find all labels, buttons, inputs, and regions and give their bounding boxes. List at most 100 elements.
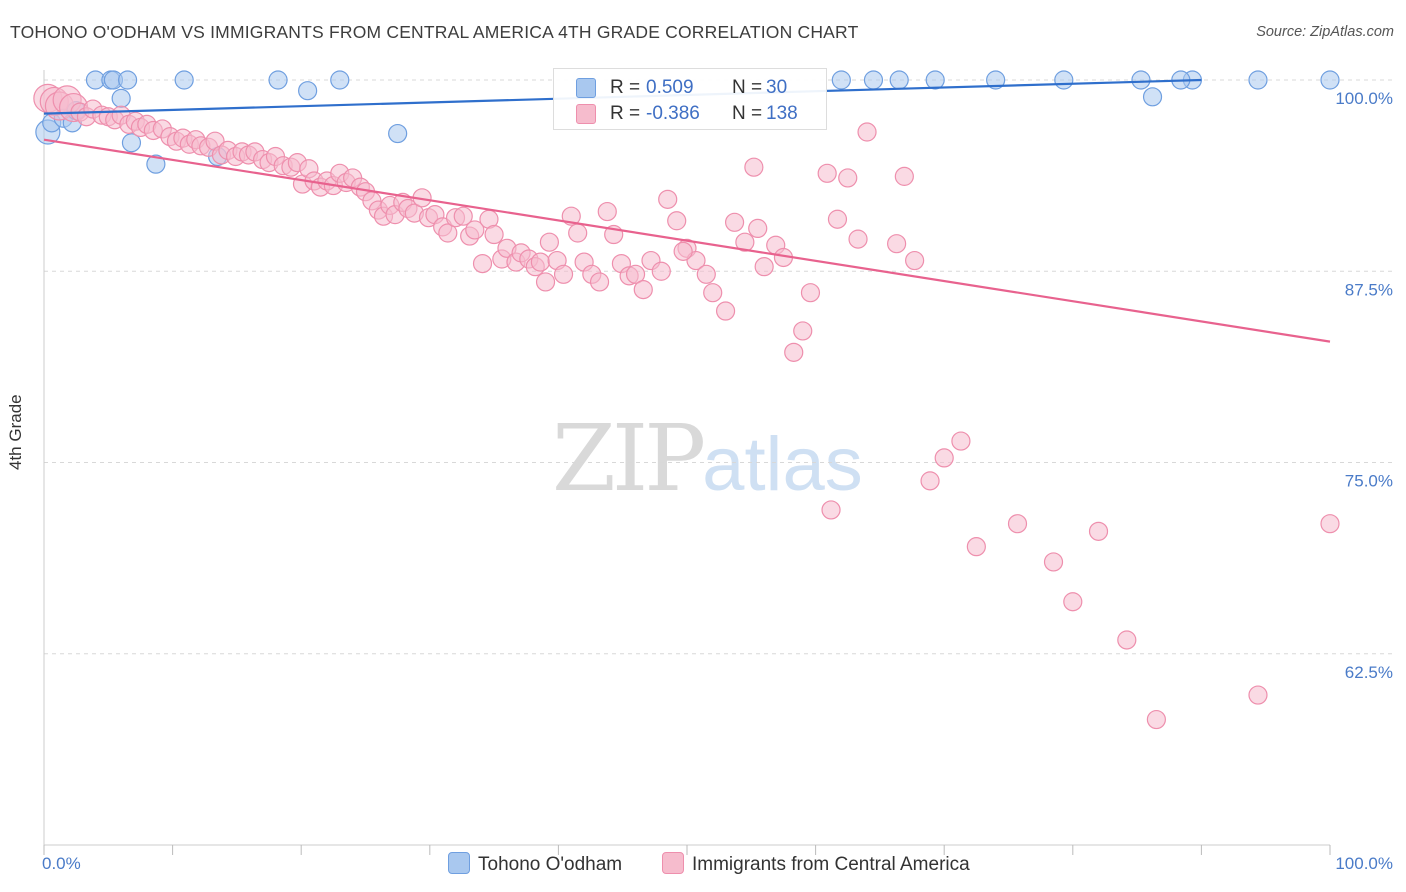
x-tick-label: 0.0%: [42, 854, 81, 873]
central-america-point: [1043, 552, 1064, 572]
y-tick-label: 62.5%: [1345, 663, 1393, 682]
central-america-point: [553, 264, 574, 284]
central-america-point: [744, 157, 764, 177]
central-america-point: [920, 471, 940, 491]
tohono-point: [146, 154, 166, 174]
y-tick-label: 87.5%: [1345, 280, 1393, 299]
legend-n-value: 138: [766, 103, 798, 124]
central-america-point: [453, 206, 473, 226]
central-america-point: [724, 212, 745, 232]
legend-swatch-central-america: [576, 104, 596, 124]
central-america-point: [951, 431, 971, 451]
central-america-point: [658, 189, 678, 209]
central-america-point: [539, 232, 559, 252]
watermark-atlas: atlas: [702, 422, 863, 507]
legend-r-value: -0.386: [646, 103, 700, 124]
central-america-point: [817, 163, 837, 183]
central-america-point: [651, 261, 671, 281]
bottom-legend-label-tohono: Tohono O'odham: [478, 854, 623, 875]
legend-swatch-tohono: [576, 78, 596, 98]
central-america-point: [484, 224, 504, 245]
tohono-point: [925, 70, 945, 90]
tohono-point: [1248, 70, 1268, 90]
central-america-point: [1007, 514, 1028, 534]
central-america-point: [535, 272, 556, 292]
central-america-point: [894, 166, 914, 186]
central-america-point: [465, 220, 485, 240]
central-america-point: [589, 272, 610, 292]
legend-n-label: N =: [732, 103, 763, 124]
tohono-point: [117, 70, 138, 90]
chart-title: TOHONO O'ODHAM VS IMMIGRANTS FROM CENTRA…: [10, 22, 859, 42]
y-tick-label: 75.0%: [1345, 472, 1393, 491]
central-america-point: [754, 257, 774, 277]
central-america-point: [793, 321, 813, 341]
tohono-point: [1142, 87, 1163, 107]
central-america-point: [966, 537, 986, 557]
central-america-point: [1117, 630, 1137, 650]
watermark: ZIPatlas: [552, 405, 863, 512]
bottom-legend-label-central-america: Immigrants from Central America: [692, 854, 970, 875]
tohono-point: [986, 70, 1006, 90]
legend-row-central-america: R = -0.386 N = 138: [554, 101, 826, 127]
tohono-point: [298, 81, 318, 101]
tohono-point: [121, 133, 142, 153]
central-america-point: [1146, 709, 1166, 730]
tohono-point: [1131, 70, 1151, 90]
tohono-point: [268, 70, 288, 90]
legend-n-label: N =: [732, 77, 763, 98]
chart-source: Source: ZipAtlas.com: [1256, 24, 1394, 40]
bottom-legend-tohono: Tohono O'odham: [448, 852, 622, 876]
central-america-point: [821, 500, 841, 520]
tohono-point: [111, 88, 131, 108]
legend-r-value: 0.509: [646, 77, 694, 98]
x-tick-label: 100.0%: [1335, 854, 1393, 873]
central-america-point: [625, 264, 646, 284]
central-america-point: [934, 448, 954, 468]
central-america-point: [1320, 514, 1340, 534]
central-america-point: [667, 211, 687, 231]
tohono-point: [863, 70, 884, 90]
legend-r-label: R =: [610, 77, 641, 98]
axes: [43, 70, 1331, 855]
central-america-point: [784, 342, 804, 362]
central-america-point: [1248, 685, 1268, 705]
legend-row-tohono: R = 0.509 N = 30: [554, 75, 826, 101]
series-central-america-points: [33, 83, 1340, 730]
tohono-point: [388, 123, 408, 144]
tick-labels: 100.0% 87.5% 75.0% 62.5% 0.0% 100.0%: [42, 89, 1393, 873]
central-america-point: [568, 223, 588, 243]
central-america-point: [827, 209, 848, 229]
tohono-point: [1320, 70, 1340, 90]
central-america-point: [887, 234, 907, 254]
y-tick-label: 100.0%: [1335, 89, 1393, 108]
bottom-legend-swatch-central-america: [662, 852, 684, 874]
central-america-point: [703, 283, 723, 303]
central-america-point: [530, 252, 550, 272]
bottom-legend-swatch-tohono: [448, 852, 470, 874]
central-america-point: [857, 122, 877, 142]
central-america-point: [673, 241, 693, 261]
stats-legend: R = 0.509 N = 30 R = -0.386 N = 138: [553, 68, 827, 130]
central-america-point: [735, 232, 755, 252]
tohono-point: [831, 70, 851, 90]
central-america-point: [696, 264, 716, 284]
central-america-point: [838, 168, 858, 188]
legend-n-value: 30: [766, 77, 788, 98]
central-america-point: [715, 301, 736, 321]
central-america-point: [848, 229, 868, 249]
tohono-point: [1054, 70, 1074, 90]
central-america-point: [1063, 592, 1083, 612]
central-america-trend-line: [43, 138, 1331, 343]
bottom-legend-central-america: Immigrants from Central America: [662, 852, 970, 876]
central-america-point: [438, 223, 458, 243]
central-america-point: [597, 201, 617, 222]
central-america-point: [748, 218, 768, 239]
tohono-point: [174, 70, 194, 90]
legend-r-label: R =: [610, 103, 641, 124]
watermark-zip: ZIP: [552, 405, 706, 512]
central-america-point: [472, 254, 493, 274]
tohono-point: [330, 70, 350, 90]
grid-lines: [44, 79, 1392, 655]
